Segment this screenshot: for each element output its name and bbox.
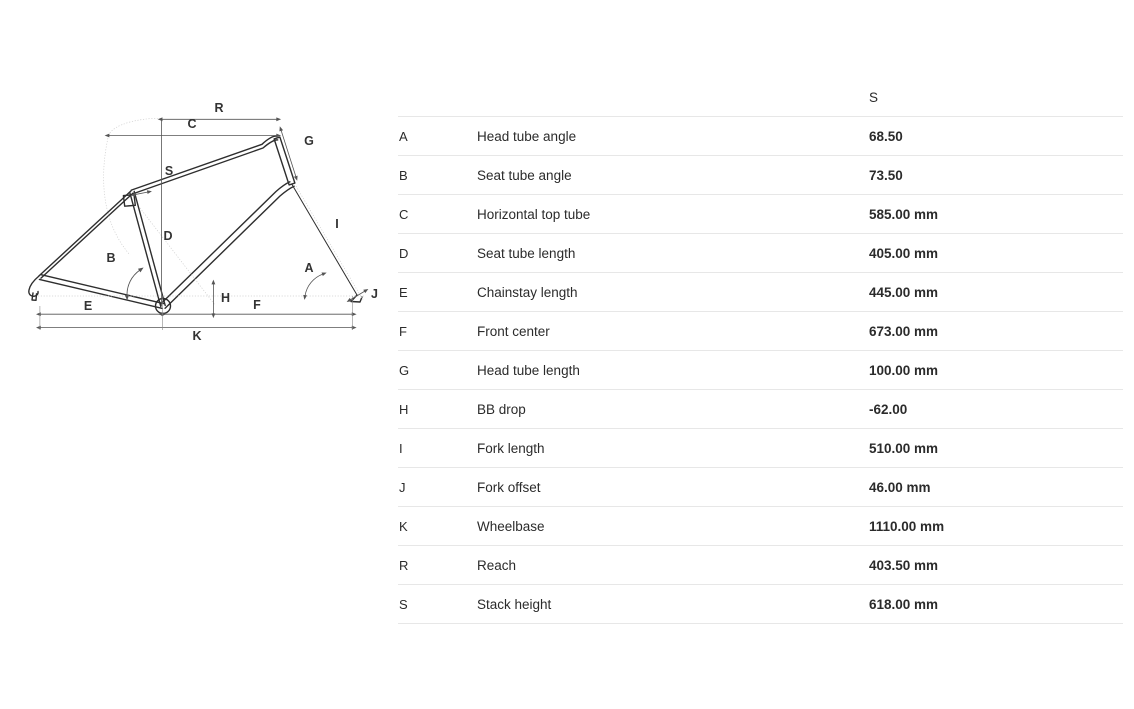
svg-text:I: I — [335, 217, 338, 231]
svg-text:E: E — [84, 299, 92, 313]
svg-text:H: H — [221, 291, 230, 305]
svg-text:K: K — [192, 329, 201, 343]
svg-text:A: A — [304, 261, 313, 275]
svg-text:R: R — [214, 101, 223, 115]
svg-text:S: S — [165, 164, 173, 178]
svg-text:C: C — [187, 117, 196, 131]
svg-text:J: J — [371, 287, 378, 301]
svg-text:F: F — [253, 298, 261, 312]
svg-text:G: G — [304, 134, 314, 148]
svg-text:D: D — [163, 229, 172, 243]
svg-text:B: B — [106, 251, 115, 265]
